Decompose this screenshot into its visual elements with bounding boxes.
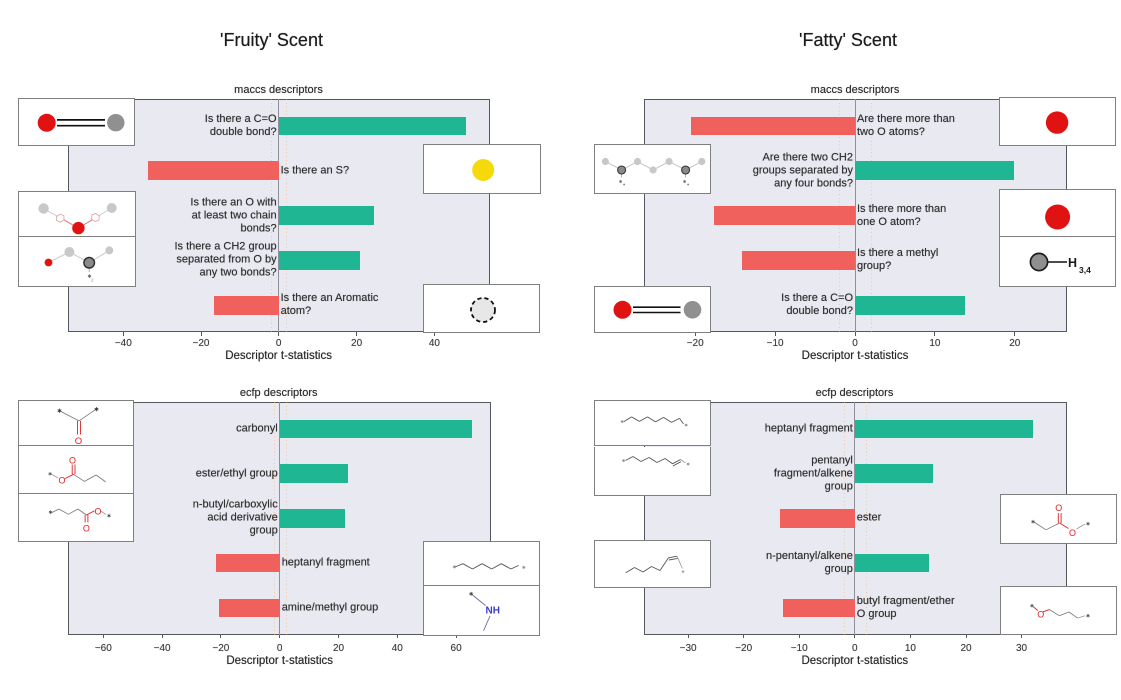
svg-text:O: O [1069,528,1076,538]
svg-text:O: O [58,476,65,486]
svg-text:O: O [94,506,101,516]
svg-text:NH: NH [485,606,499,617]
svg-text:O: O [74,436,81,447]
svg-text:H: H [1068,256,1077,270]
svg-text:3,4: 3,4 [1079,265,1091,275]
svg-text:O: O [69,456,76,466]
svg-text:O: O [1037,610,1044,620]
svg-text:2: 2 [91,277,94,282]
svg-text:O: O [82,523,89,533]
svg-text:O: O [1055,503,1062,513]
